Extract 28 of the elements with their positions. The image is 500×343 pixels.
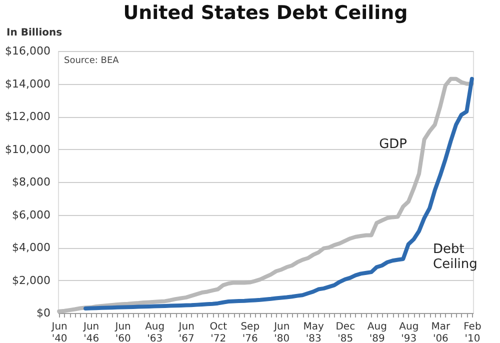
y-tick-label: $14,000 [5,77,50,90]
x-tick-label: Jun '46 [82,322,100,343]
x-tick-label: Feb '10 [464,322,482,343]
y-axis-title: In Billions [6,28,62,38]
chart-title: United States Debt Ceiling [123,2,408,24]
x-tick-label: Aug '63 [145,322,165,343]
x-tick-label: Jun '67 [178,322,194,343]
x-tick-label: Dec '85 [336,322,356,343]
y-tick-label: $10,000 [5,142,50,156]
y-tick-label: $0 [36,306,50,320]
y-tick-label: $12,000 [5,110,50,123]
x-tick-label: Sep '76 [240,322,260,343]
x-tick-label: Mar '06 [431,322,451,343]
y-tick-label: $6,000 [12,208,50,222]
x-tick-label: Jun '60 [114,322,131,343]
x-tick-label: Oct '72 [210,322,228,343]
x-tick-label: Jun '80 [273,322,290,343]
x-tick-label: Aug '93 [399,322,419,343]
series-label: GDP [379,136,408,152]
y-tick-label: $8,000 [12,176,50,188]
series-label: Debt Ceiling [433,242,478,272]
y-tick-label: $4,000 [12,241,50,254]
x-tick-label: May '83 [303,322,324,343]
x-tick-label: Jun '40 [50,322,68,343]
y-tick-label: $2,000 [12,274,50,287]
y-tick-label: $16,000 [5,44,50,58]
x-tick-label: Aug '89 [367,322,387,343]
annotation: Source: BEA [64,56,120,66]
